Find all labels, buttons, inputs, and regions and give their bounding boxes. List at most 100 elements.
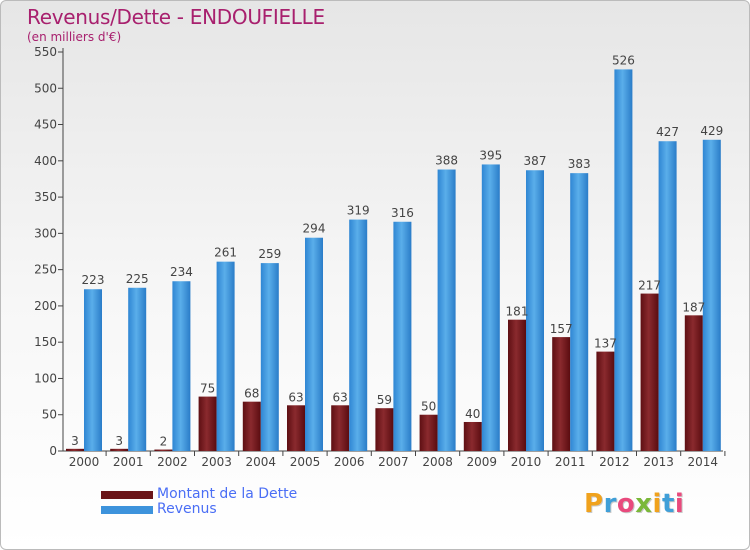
data-label-debt: 217 xyxy=(638,279,661,293)
legend-label-revenue: Revenus xyxy=(157,501,217,517)
data-label-revenue: 395 xyxy=(479,148,502,162)
data-label-revenue: 234 xyxy=(170,265,193,279)
data-label-debt: 63 xyxy=(288,390,303,404)
y-tick-label: 250 xyxy=(34,263,57,277)
bar-debt xyxy=(154,449,173,451)
data-label-revenue: 383 xyxy=(568,157,591,171)
data-label-revenue: 429 xyxy=(700,124,723,138)
bar-debt xyxy=(198,396,217,451)
bar-debt xyxy=(684,315,703,451)
bar-revenue xyxy=(702,139,721,451)
bar-revenue xyxy=(481,164,500,452)
bar-debt xyxy=(331,405,350,451)
x-tick-label: 2010 xyxy=(511,455,542,469)
bar-revenue xyxy=(393,221,412,451)
bar-revenue xyxy=(570,173,589,451)
chart-bars xyxy=(66,69,721,452)
x-tick-label: 2005 xyxy=(290,455,321,469)
bar-debt xyxy=(242,401,261,451)
logo-letter: x xyxy=(635,489,653,519)
chart-subtitle: (en milliers d'€) xyxy=(27,30,122,44)
data-label-revenue: 526 xyxy=(612,53,635,67)
data-label-debt: 59 xyxy=(377,393,392,407)
bar-debt xyxy=(419,414,438,451)
x-tick-label: 2013 xyxy=(643,455,674,469)
data-label-debt: 137 xyxy=(594,337,617,351)
x-tick-label: 2006 xyxy=(334,455,365,469)
data-label-debt: 75 xyxy=(200,382,215,396)
legend-item-debt: Montant de la Dette xyxy=(101,487,297,502)
bar-debt xyxy=(596,351,615,451)
bar-revenue xyxy=(614,69,633,451)
logo-letter: t xyxy=(661,489,675,519)
x-tick-label: 2008 xyxy=(422,455,453,469)
data-label-debt: 3 xyxy=(71,434,79,448)
proxiti-logo: Proxiti xyxy=(584,489,684,519)
data-label-revenue: 388 xyxy=(435,154,458,168)
bar-debt xyxy=(287,405,305,451)
data-label-debt: 2 xyxy=(160,435,168,449)
bar-revenue xyxy=(437,169,456,452)
bar-debt xyxy=(110,448,129,451)
y-tick-label: 150 xyxy=(34,335,57,349)
data-label-debt: 68 xyxy=(244,387,259,401)
legend-item-revenue: Revenus xyxy=(101,502,297,517)
legend-swatch-debt xyxy=(101,490,153,499)
data-label-revenue: 294 xyxy=(303,222,326,236)
data-label-debt: 3 xyxy=(115,434,123,448)
x-tick-label: 2009 xyxy=(467,455,498,469)
y-tick-label: 100 xyxy=(34,371,57,385)
bar-debt xyxy=(552,337,571,451)
y-tick-label: 50 xyxy=(42,408,57,422)
data-label-revenue: 427 xyxy=(656,125,679,139)
y-tick-label: 400 xyxy=(34,154,57,168)
data-label-debt: 181 xyxy=(506,305,529,319)
legend-label-debt: Montant de la Dette xyxy=(157,486,298,502)
bar-debt xyxy=(508,319,526,451)
data-label-revenue: 319 xyxy=(347,204,370,218)
x-tick-label: 2011 xyxy=(555,455,586,469)
bar-revenue xyxy=(172,281,191,451)
data-label-revenue: 223 xyxy=(82,273,105,287)
chart-title: Revenus/Dette - ENDOUFIELLE xyxy=(27,5,325,29)
data-label-debt: 63 xyxy=(333,390,348,404)
x-tick-label: 2003 xyxy=(201,455,232,469)
legend-swatch-revenue xyxy=(101,505,153,514)
data-label-debt: 157 xyxy=(550,322,573,336)
bar-debt xyxy=(375,408,394,451)
x-tick-label: 2012 xyxy=(599,455,630,469)
chart-legend: Montant de la Dette Revenus xyxy=(101,487,297,517)
data-label-revenue: 387 xyxy=(524,154,547,168)
x-tick-label: 2014 xyxy=(688,455,719,469)
data-label-debt: 50 xyxy=(421,400,436,414)
y-tick-label: 300 xyxy=(34,226,57,240)
bar-revenue xyxy=(84,289,102,451)
bar-revenue xyxy=(128,287,147,451)
data-label-revenue: 316 xyxy=(391,206,414,220)
data-label-debt: 187 xyxy=(682,300,705,314)
x-tick-label: 2002 xyxy=(157,455,188,469)
x-tick-label: 2004 xyxy=(246,455,277,469)
bar-revenue xyxy=(526,170,544,451)
bar-revenue xyxy=(260,263,279,451)
chart-data-labels: 3 223 3 225 2 234 75 261 68 259 63 294 63 319 59 316 50 3… xyxy=(71,53,723,448)
y-tick-label: 0 xyxy=(49,444,57,458)
logo-letter: i xyxy=(652,489,662,519)
y-tick-label: 350 xyxy=(34,190,57,204)
data-label-revenue: 259 xyxy=(258,247,281,261)
bar-revenue xyxy=(216,261,235,451)
bar-debt xyxy=(640,293,659,451)
data-label-revenue: 225 xyxy=(126,272,149,286)
x-tick-label: 2001 xyxy=(113,455,144,469)
data-label-debt: 40 xyxy=(465,407,480,421)
y-tick-label: 450 xyxy=(34,118,57,132)
x-tick-label: 2007 xyxy=(378,455,409,469)
bar-revenue xyxy=(349,219,368,451)
logo-letter: i xyxy=(674,489,685,519)
logo-letter: r xyxy=(603,489,617,519)
logo-letter: P xyxy=(584,489,604,519)
bar-revenue xyxy=(658,141,677,452)
